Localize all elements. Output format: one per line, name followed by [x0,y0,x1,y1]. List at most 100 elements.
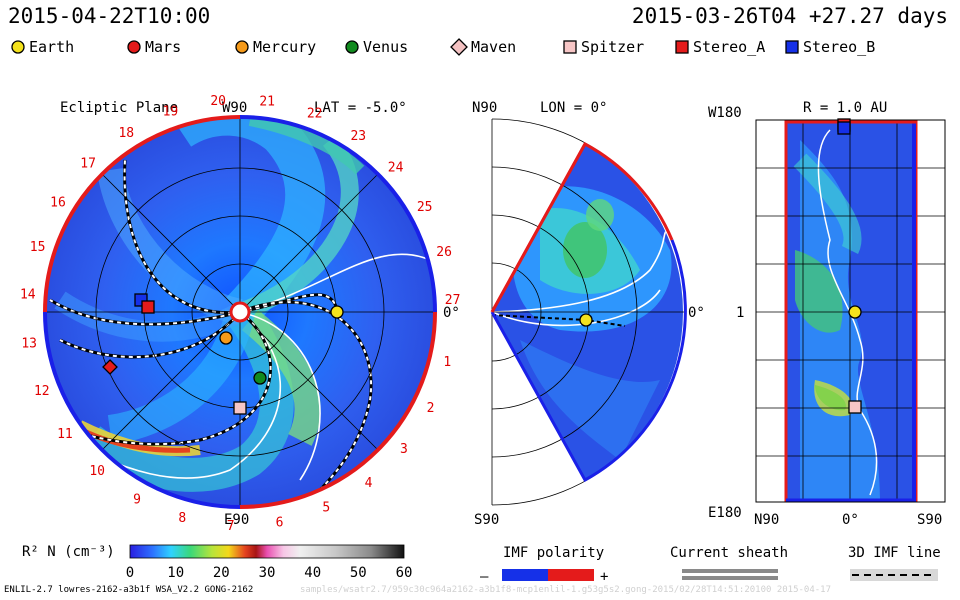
current-sheath-label: Current sheath [670,545,788,561]
ecliptic-lat: LAT = -5.0° [314,100,407,116]
colorbar-tick-60: 60 [396,565,413,581]
latlon-x-n90: N90 [754,512,779,528]
colorbar-tick-30: 30 [259,565,276,581]
day-label-2: 2 [427,401,435,416]
day-label-13: 13 [21,337,37,352]
legend-earth-label: Earth [29,38,75,56]
legend-mercury-label: Mercury [253,38,317,56]
legend-mars-label: Mars [145,38,182,56]
colorbar-tick-40: 40 [304,565,321,581]
day-label-14: 14 [20,288,36,303]
day-label-3: 3 [400,442,408,457]
date-right: 2015-03-26T04 +27.27 days [631,4,948,28]
legend-mars: Mars [126,38,181,56]
day-label-26: 26 [436,245,452,260]
earth-marker-icon [11,40,25,54]
colorbar-tick-50: 50 [350,565,367,581]
meridional-earth-marker [579,313,593,327]
day-label-5: 5 [322,501,330,516]
footer-model-info: ENLIL-2.7 lowres-2162-a3b1f WSA_V2.2 GON… [4,585,254,595]
mars-marker [102,359,118,375]
meridional-right-label: 0° [688,305,705,321]
current-sheath-swatch-b [682,576,778,580]
ecliptic-right-label: 0° [443,305,460,321]
legend-venus: Venus [344,38,408,56]
colorbar-tick-0: 0 [126,565,134,581]
day-label-24: 24 [388,161,404,176]
day-label-10: 10 [89,464,105,479]
earth-marker [330,305,344,319]
imf-minus-swatch [502,569,548,581]
day-label-25: 25 [417,200,433,215]
colorbar-gradient [129,544,405,559]
day-label-18: 18 [118,126,134,141]
meridional-top-label: N90 [472,100,497,116]
latlon-x-s90: S90 [917,512,942,528]
legend-stereo-a-label: Stereo_A [693,38,766,56]
date-left: 2015-04-22T10:00 [8,4,211,28]
latlon-x-zero: 0° [842,512,859,528]
ecliptic-bottom-label: E90 [224,512,249,528]
day-label-20: 20 [210,94,226,109]
latlon-r: R = 1.0 AU [803,100,887,116]
legend-mercury: Mercury [234,38,316,56]
colorbar-ticks: 0 10 20 30 40 50 60 [126,565,413,581]
imf-line-label: 3D IMF line [848,545,941,561]
day-label-15: 15 [30,240,46,255]
imf-plus-label: + [600,569,608,585]
venus-marker-icon [345,40,359,54]
imf-plus-swatch [548,569,594,581]
day-label-11: 11 [57,427,73,442]
mercury-marker [219,331,233,345]
latlon-bottom-left: E180 [708,505,742,521]
legend-stereo-a: Stereo_A [674,38,765,56]
day-label-7: 7 [227,519,235,534]
legend-maven-label: Maven [471,38,517,56]
legend-spitzer: Spitzer [562,38,644,56]
footer-run-info: samples/wsatr2.7/959c30c964a2162-a3b1f8-… [300,585,832,595]
colorbar-label: R² N (cm⁻³) [22,544,115,560]
stereo-b-marker-icon [785,40,799,54]
ecliptic-title: Ecliptic Plane [60,100,178,116]
latlon-stereo-b-marker [837,121,851,135]
day-label-12: 12 [34,384,50,399]
ecliptic-top-label: W90 [222,100,247,116]
current-sheath-swatch-a [682,569,778,573]
latlon-spitzer-marker [848,400,862,414]
meridional-bottom-label: S90 [474,512,499,528]
venus-marker [253,371,267,385]
day-label-9: 9 [133,493,141,508]
colorbar-tick-10: 10 [167,565,184,581]
colorbar-tick-20: 20 [213,565,230,581]
stereo-a-marker-icon [675,40,689,54]
legend-maven: Maven [450,38,516,56]
meridional-lon: LON = 0° [540,100,607,116]
legend-earth: Earth [10,38,74,56]
latlon-earth-marker [848,305,862,319]
day-label-22: 22 [307,107,323,122]
day-label-19: 19 [163,105,179,120]
spitzer-marker-icon [563,40,577,54]
legend-venus-label: Venus [363,38,409,56]
imf-polarity-label: IMF polarity [503,545,604,561]
stereo-a-marker [141,300,155,314]
mercury-marker-icon [235,40,249,54]
day-label-6: 6 [276,515,284,530]
imf-minus-label: – [480,569,489,585]
legend-spitzer-label: Spitzer [581,38,645,56]
latlon-top-left: W180 [708,105,742,121]
day-label-1: 1 [443,355,451,370]
day-label-17: 17 [80,157,96,172]
day-label-21: 21 [259,95,275,110]
spitzer-marker [233,401,247,415]
day-label-23: 23 [350,129,366,144]
legend-stereo-b: Stereo_B [784,38,875,56]
sun-marker [229,301,251,323]
latlon-mid-left: 1 [736,305,744,321]
day-label-27: 27 [445,293,461,308]
